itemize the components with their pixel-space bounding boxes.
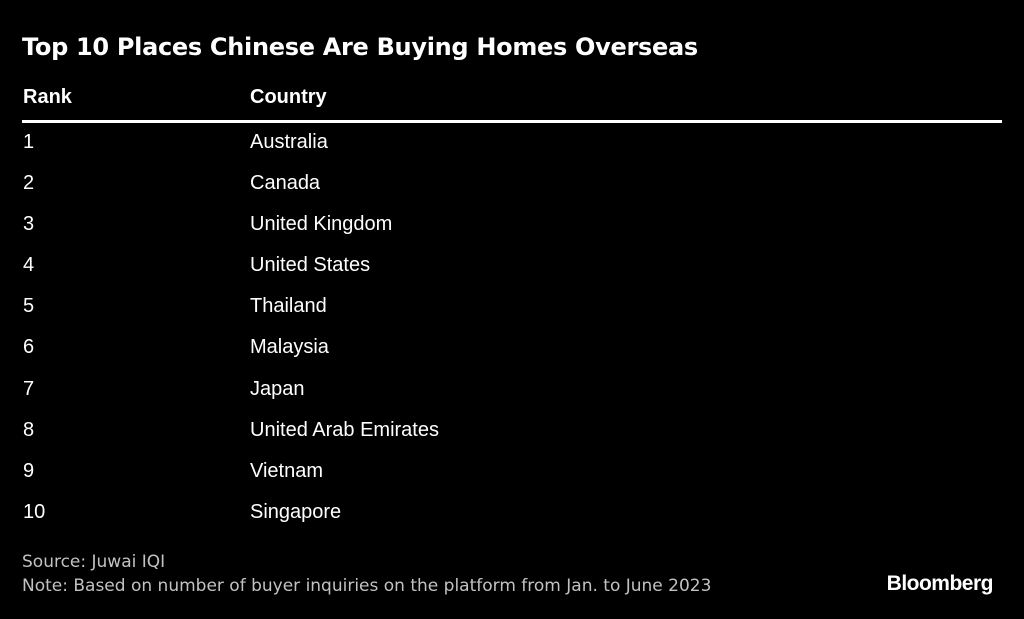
country-cell: United Arab Emirates <box>250 418 439 441</box>
table-row: 10 Singapore <box>0 493 1024 534</box>
country-cell: Malaysia <box>250 336 329 359</box>
header-rule <box>22 120 1002 123</box>
chart-title: Top 10 Places Chinese Are Buying Homes O… <box>22 33 698 61</box>
table-row: 1 Australia <box>0 123 1024 164</box>
source-note: Source: Juwai IQI <box>22 552 166 572</box>
footnote: Note: Based on number of buyer inquiries… <box>22 576 712 596</box>
country-cell: United Kingdom <box>250 213 393 236</box>
table-body: 1 Australia 2 Canada 3 United Kingdom 4 United … <box>0 123 1024 534</box>
rank-cell: 1 <box>23 131 35 153</box>
country-cell: Thailand <box>250 295 327 318</box>
country-cell: Vietnam <box>250 459 324 482</box>
country-cell: Australia <box>250 131 328 153</box>
rank-cell: 4 <box>23 254 35 277</box>
country-cell: United States <box>250 254 371 277</box>
column-header-country: Country <box>250 86 327 108</box>
rank-cell: 8 <box>23 418 35 441</box>
table-row: 3 United Kingdom <box>0 205 1024 246</box>
table-row: 9 Vietnam <box>0 452 1024 493</box>
rank-cell: 3 <box>23 213 35 236</box>
rank-cell: 7 <box>23 377 35 400</box>
rank-cell: 9 <box>23 459 35 482</box>
country-cell: Canada <box>250 172 321 195</box>
rank-cell: 10 <box>23 500 46 523</box>
rank-cell: 5 <box>23 295 35 318</box>
table-row: 6 Malaysia <box>0 328 1024 369</box>
column-header-rank: Rank <box>23 86 72 108</box>
country-cell: Singapore <box>250 500 342 523</box>
rank-cell: 2 <box>23 172 35 195</box>
table-row: 4 United States <box>0 246 1024 287</box>
country-cell: Japan <box>250 377 305 400</box>
table-row: 7 Japan <box>0 370 1024 411</box>
table-row: 8 United Arab Emirates <box>0 411 1024 452</box>
rank-cell: 6 <box>23 336 35 359</box>
bloomberg-logo: Bloomberg <box>886 572 994 595</box>
table-row: 5 Thailand <box>0 287 1024 328</box>
table-row: 2 Canada <box>0 164 1024 205</box>
